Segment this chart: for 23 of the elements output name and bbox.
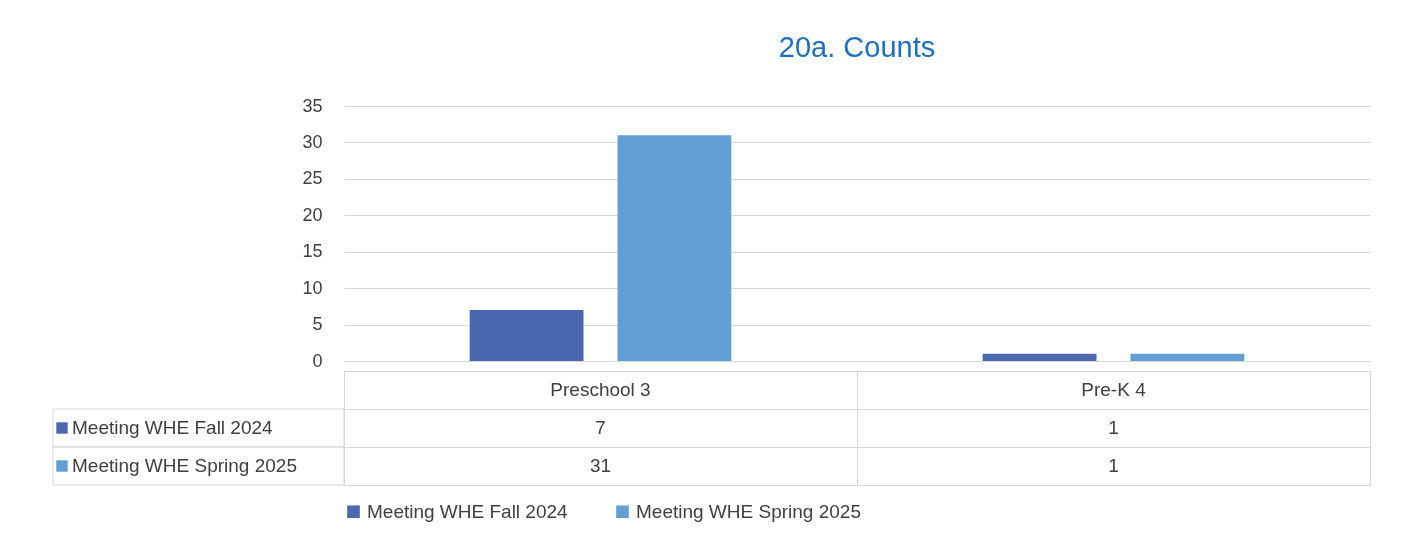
y-tick-label: 5 [312,314,323,335]
chart-title: 20a. Counts [778,31,936,63]
data-label: 31 [589,455,612,476]
y-tick-label: 30 [302,131,323,152]
bar [982,353,1097,361]
data-label: 1 [1108,455,1119,476]
text: Meeting WHE Spring 2025 [72,455,297,476]
bar [469,310,584,361]
x-tick-label: Preschool 3 [550,379,651,400]
text: Meeting WHE Fall 2024 [72,417,273,438]
y-tick-label: 15 [302,241,323,262]
x-tick-label: Pre-K 4 [1081,379,1147,400]
data-label: 1 [1108,417,1119,438]
bar [1130,353,1245,361]
legend-label: Meeting WHE Spring 2025 [636,500,861,522]
y-tick-label: 20 [302,204,323,225]
y-tick-label: 10 [302,277,323,298]
data-label: 7 [595,417,606,438]
bar [617,135,732,361]
legend-label: Meeting WHE Fall 2024 [367,500,569,522]
y-tick-label: 0 [312,350,323,371]
y-tick-label: 25 [302,168,323,189]
y-tick-label: 35 [302,95,323,116]
